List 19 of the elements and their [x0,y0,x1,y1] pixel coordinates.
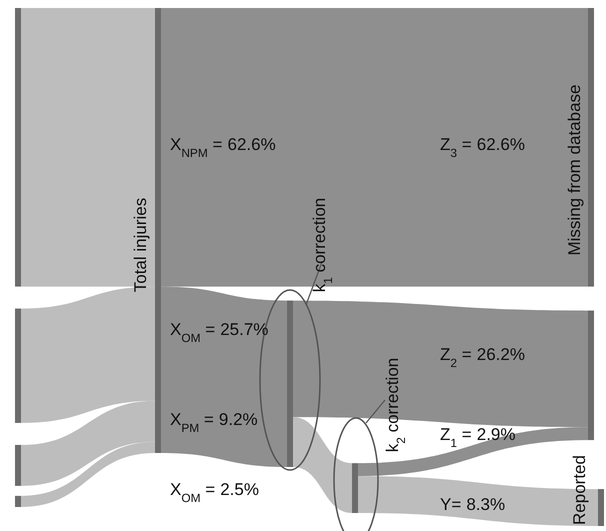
category-label: X$_{PM}$ = [170,410,214,435]
category-label: X$_{OM}$ = [170,480,216,505]
data-label: 26.2% [476,345,525,364]
data-label: 62.6% [476,135,525,154]
category-label: Z$_{3}$ = [440,135,472,160]
category-label: Z$_{1}$ = [440,425,472,450]
category-label: Z$_{2}$ = [440,345,472,370]
category-label: Y= [440,495,462,514]
data-label: 62.6% [228,135,276,154]
text: Missing from database [565,84,584,256]
text: Reported [570,455,589,525]
category-label: X$_{NPM}$ = [170,135,223,160]
data-label: 8.3% [466,495,506,514]
text: Total injuries [131,198,150,292]
data-label: 2.5% [220,480,259,499]
data-label: 2.9% [476,425,516,444]
category-label: X$_{OM}$ = [170,320,216,345]
data-label: 25.7% [220,320,268,339]
data-label: 9.2% [218,410,258,429]
